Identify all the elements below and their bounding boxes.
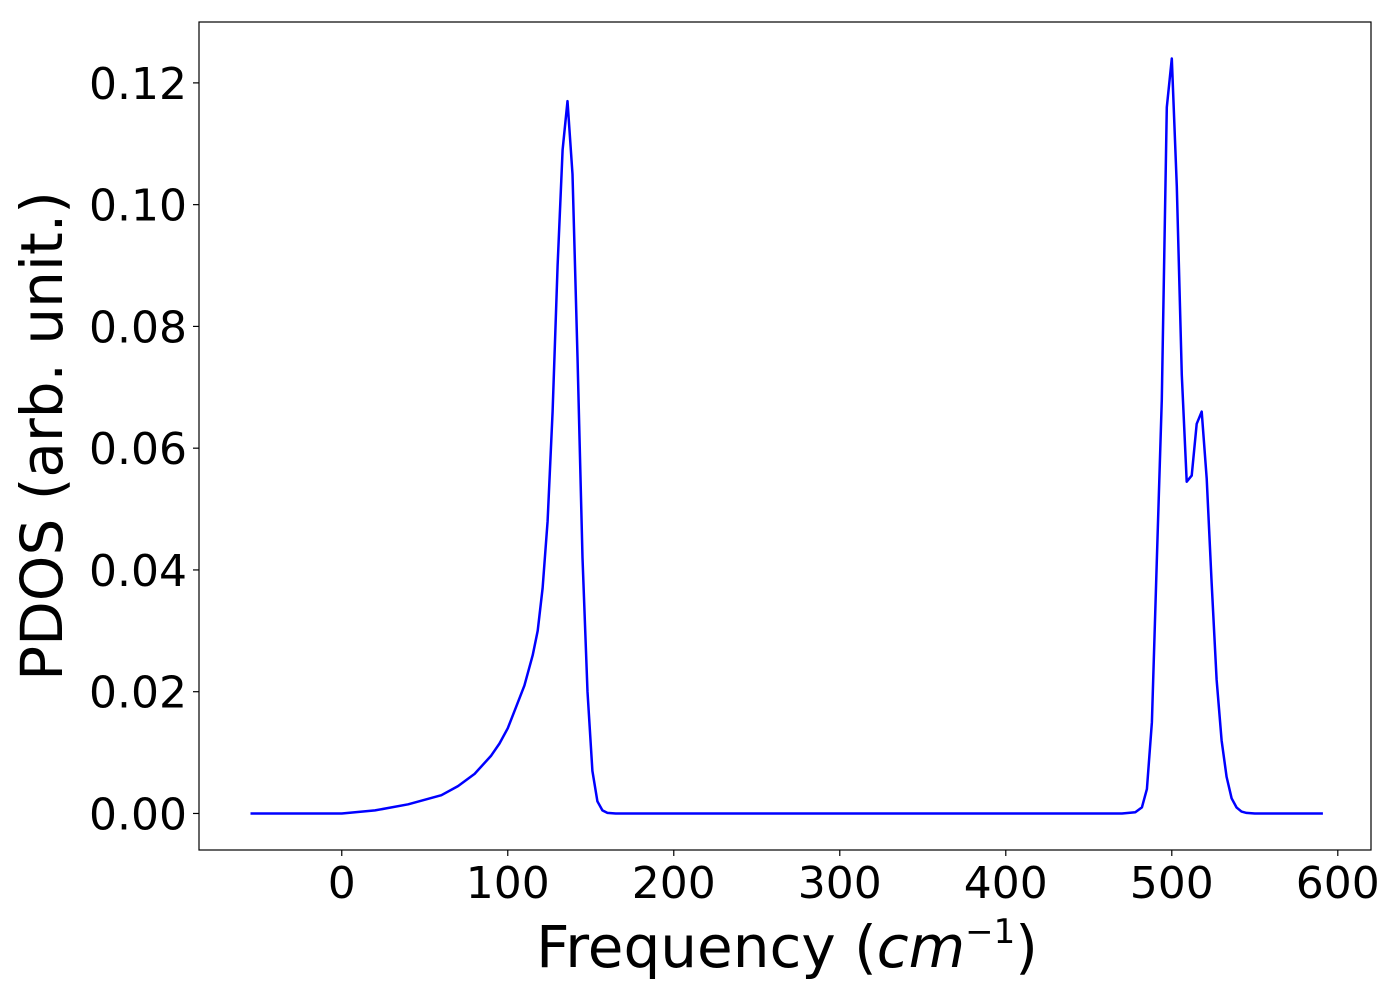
x-tick-label: 600 [1296,858,1380,909]
plot-area [250,57,1323,815]
x-tick-label: 100 [466,858,550,909]
x-axis-label: Frequency (cm−1) [536,912,1038,981]
y-tick-label: 0.06 [89,424,187,475]
y-axis-ticks: 0.00 0.02 0.04 0.06 0.08 0.10 0.12 [89,59,199,840]
y-tick-label: 0.00 [89,789,187,840]
y-tick-label: 0.08 [89,302,187,353]
x-axis-ticks: 0 100 200 300 400 500 600 [328,850,1380,909]
y-tick-label: 0.12 [89,59,187,110]
y-tick-label: 0.04 [89,546,187,597]
axes-frame [198,21,1372,851]
y-axis-label: PDOS (arb. unit.) [8,191,76,681]
x-tick-label: 300 [798,858,882,909]
x-tick-label: 0 [328,858,356,909]
x-tick-label: 400 [964,858,1048,909]
y-tick-label: 0.10 [89,181,187,232]
pdos-line-series-0 [250,57,1323,815]
x-tick-label: 200 [632,858,716,909]
x-tick-label: 500 [1130,858,1214,909]
y-tick-label: 0.02 [89,668,187,719]
